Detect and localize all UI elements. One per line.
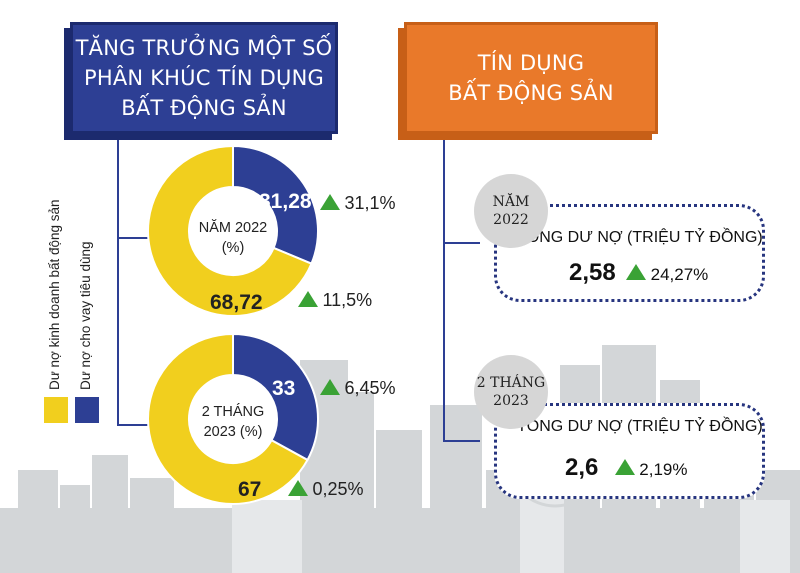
- period-badge-2022: NĂM 2022: [474, 174, 548, 248]
- donut-1-hole: [189, 187, 277, 275]
- donut-2-real-estate-growth: 0,25%: [288, 479, 364, 500]
- credit-box-2022-caption: TỔNG DƯ NỢ (TRIỆU TỶ ĐỒNG): [517, 229, 763, 246]
- donut-2-hole: [189, 375, 277, 463]
- up-triangle-icon: [626, 264, 647, 280]
- left-title-box: TĂNG TRƯỞNG MỘT SỐ PHÂN KHÚC TÍN DỤNG BẤ…: [70, 22, 338, 134]
- donut-1-consumer-growth: 31,1%: [320, 193, 396, 214]
- up-triangle-icon: [288, 480, 308, 496]
- credit-box-2023-figures: 2,6 2,19%: [565, 454, 687, 482]
- legend-swatch-yellow: [44, 397, 68, 423]
- donut-1-real-estate-growth-value: 11,5%: [322, 290, 373, 310]
- left-title-line-1: TĂNG TRƯỞNG MỘT SỐ: [75, 36, 333, 60]
- credit-box-2022-figures: 2,58 24,27%: [569, 259, 708, 287]
- donut-1-center-line-1: NĂM 2022: [198, 220, 268, 236]
- legend-swatch-blue: [75, 397, 99, 423]
- left-title-line-2: PHÂN KHÚC TÍN DỤNG: [83, 66, 324, 90]
- donut-1-center-line-2: (%): [221, 240, 245, 256]
- donut-1-consumer-value: 31,28: [259, 190, 312, 213]
- donut-1-center-label: NĂM 2022 (%): [188, 218, 278, 258]
- up-triangle-icon: [614, 459, 635, 475]
- donut-1-consumer-growth-value: 31,1%: [344, 193, 396, 213]
- donut-2-center-label: 2 THÁNG 2023 (%): [188, 402, 278, 442]
- credit-2022-growth: 24,27%: [650, 265, 709, 284]
- period-badge-2023-line-1: 2 THÁNG: [476, 375, 546, 391]
- credit-box-2023-caption: TỔNG DƯ NỢ (TRIỆU TỶ ĐỒNG): [517, 418, 763, 435]
- credit-2023-growth: 2,19%: [639, 460, 688, 479]
- period-badge-2023-line-2: 2023: [493, 393, 529, 409]
- donut-2-consumer-value: 33: [272, 377, 296, 400]
- right-title-box: TÍN DỤNG BẤT ĐỘNG SẢN: [404, 22, 658, 134]
- donut-1-real-estate-growth: 11,5%: [298, 290, 372, 311]
- right-title-line-2: BẤT ĐỘNG SẢN: [448, 81, 614, 105]
- donut-2-real-estate-growth-value: 0,25%: [312, 479, 364, 499]
- donut-2-center-line-1: 2 THÁNG: [201, 404, 265, 420]
- donut-2-real-estate-value: 67: [238, 478, 262, 501]
- period-badge-2022-line-2: 2022: [493, 212, 529, 228]
- donut-2-consumer-growth-value: 6,45%: [344, 378, 396, 398]
- credit-2022-value: 2,58: [569, 259, 616, 286]
- up-triangle-icon: [320, 194, 340, 210]
- up-triangle-icon: [298, 291, 318, 307]
- donut-1-real-estate-value: 68,72: [210, 291, 263, 314]
- credit-box-2023: TỔNG DƯ NỢ (TRIỆU TỶ ĐỒNG) 2,6 2,19%: [494, 403, 765, 499]
- left-title-line-3: BẤT ĐỘNG SẢN: [121, 96, 287, 120]
- donut-2-center-line-2: 2023 (%): [203, 424, 263, 440]
- period-badge-2023: 2 THÁNG 2023: [474, 355, 548, 429]
- credit-2023-value: 2,6: [565, 454, 599, 481]
- right-title-line-1: TÍN DỤNG: [477, 51, 585, 75]
- period-badge-2022-line-1: NĂM: [492, 194, 530, 210]
- donut-2-consumer-growth: 6,45%: [320, 378, 396, 399]
- up-triangle-icon: [320, 379, 340, 395]
